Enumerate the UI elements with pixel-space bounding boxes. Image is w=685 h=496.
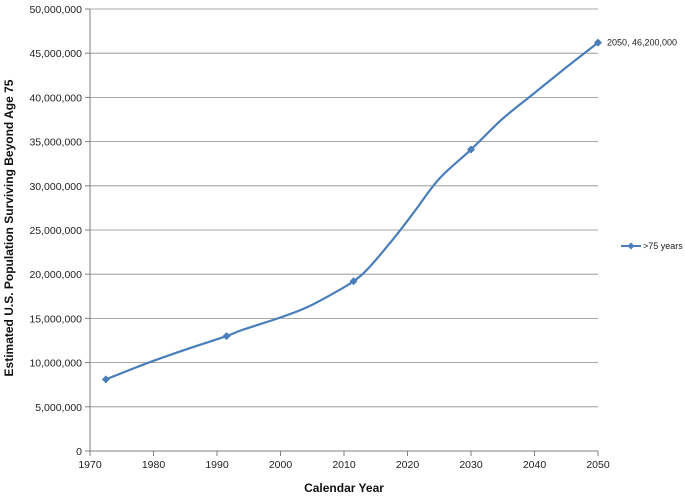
grid-lines (90, 8, 598, 408)
data-point-marker (222, 332, 231, 341)
y-tick-labels: 0 5,000,000 10,000,000 15,000,000 20,000,000… (29, 4, 82, 458)
data-point-marker (594, 38, 602, 47)
x-tick-label: 2000 (269, 459, 293, 471)
y-tick-label: 20,000,000 (29, 269, 82, 281)
legend-marker (627, 242, 635, 250)
x-tick-label: 2010 (332, 459, 356, 471)
legend-label: >75 years (643, 241, 683, 251)
y-tick-label: 45,000,000 (29, 48, 82, 60)
x-tick-label: 2030 (459, 459, 483, 471)
y-tick-label: 25,000,000 (29, 225, 82, 237)
y-axis-title: Estimated U.S. Population Surviving Beyo… (2, 79, 16, 376)
y-tick-label: 15,000,000 (29, 313, 82, 325)
y-tick-label: 50,000,000 (29, 4, 82, 16)
y-tick-label: 30,000,000 (29, 181, 82, 193)
y-tick-label: 10,000,000 (29, 358, 82, 370)
x-tick-label: 1980 (142, 459, 166, 471)
data-point-marker (101, 375, 110, 384)
x-tick-label: 2040 (523, 459, 547, 471)
annotations: 2050, 46,200,000 (607, 38, 677, 48)
series-line (105, 41, 599, 381)
y-tick-label: 5,000,000 (35, 402, 82, 414)
x-tick-label: 1990 (205, 459, 229, 471)
x-axis-title: Calendar Year (304, 481, 384, 495)
data-point-marker (349, 277, 358, 286)
data-label: 2050, 46,200,000 (607, 38, 677, 48)
data-point-marker (467, 145, 475, 154)
y-tick-label: 35,000,000 (29, 137, 82, 149)
legend: >75 years (621, 241, 683, 251)
x-tick-label: 1970 (78, 459, 102, 471)
y-tick-label: 40,000,000 (29, 92, 82, 104)
x-tick-label: 2020 (396, 459, 420, 471)
axes (85, 8, 599, 456)
x-tick-label: 2050 (586, 459, 610, 471)
series-group (101, 38, 602, 384)
x-tick-labels: 1970 1980 1990 2000 2010 2020 2030 2040 2050 (78, 459, 610, 471)
y-tick-label: 0 (76, 446, 82, 458)
